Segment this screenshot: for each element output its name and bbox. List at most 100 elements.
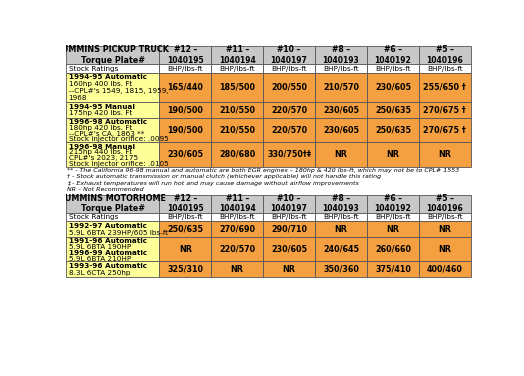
- Bar: [211, 102, 263, 117]
- Text: #8 –
1040193: #8 – 1040193: [323, 194, 359, 214]
- Text: 230/605: 230/605: [271, 245, 307, 254]
- Text: 220/570: 220/570: [219, 245, 255, 254]
- Text: BHP/lbs-ft: BHP/lbs-ft: [375, 65, 411, 71]
- Text: 1996-99 Automatic: 1996-99 Automatic: [69, 250, 147, 256]
- Text: 1996-98 Automatic: 1996-98 Automatic: [69, 119, 147, 125]
- Text: BHP/lbs-ft: BHP/lbs-ft: [427, 214, 463, 220]
- Text: CPL#'s 2023, 2175: CPL#'s 2023, 2175: [69, 155, 138, 161]
- Bar: [211, 261, 263, 277]
- Text: 260/660: 260/660: [375, 245, 411, 254]
- Bar: [66, 261, 159, 277]
- Bar: [263, 46, 315, 64]
- Text: BHP/lbs-ft: BHP/lbs-ft: [168, 214, 203, 220]
- Text: BHP/lbs-ft: BHP/lbs-ft: [271, 214, 307, 220]
- Bar: [263, 102, 315, 117]
- Text: 165/440: 165/440: [167, 83, 203, 92]
- Bar: [263, 64, 315, 73]
- Bar: [211, 194, 263, 213]
- Text: 375/410: 375/410: [375, 265, 411, 274]
- Bar: [66, 64, 159, 73]
- Bar: [315, 261, 367, 277]
- Text: Stock Ratings: Stock Ratings: [69, 65, 118, 71]
- Text: 8.3L 6CTA 250hp: 8.3L 6CTA 250hp: [69, 270, 130, 276]
- Text: 230/605: 230/605: [375, 83, 411, 92]
- Bar: [211, 213, 263, 221]
- Bar: [367, 64, 419, 73]
- Bar: [367, 237, 419, 261]
- Bar: [263, 194, 315, 213]
- Text: 160hp 400 lbs. Ft: 160hp 400 lbs. Ft: [69, 81, 132, 87]
- Text: NR: NR: [335, 224, 347, 233]
- Text: 350/360: 350/360: [323, 265, 359, 274]
- Bar: [263, 237, 315, 261]
- Bar: [367, 102, 419, 117]
- Bar: [367, 118, 419, 142]
- Text: BHP/lbs-ft: BHP/lbs-ft: [220, 214, 255, 220]
- Bar: [263, 73, 315, 102]
- Text: 250/635: 250/635: [167, 224, 203, 233]
- Text: NR: NR: [335, 150, 347, 159]
- Bar: [159, 237, 211, 261]
- Text: 220/570: 220/570: [271, 105, 307, 114]
- Bar: [367, 194, 419, 213]
- Text: 5.9L 6BTA 210HP: 5.9L 6BTA 210HP: [69, 256, 131, 262]
- Text: 200/550: 200/550: [271, 83, 307, 92]
- Bar: [263, 221, 315, 237]
- Bar: [66, 194, 159, 213]
- Text: 190/500: 190/500: [167, 105, 203, 114]
- Bar: [419, 261, 471, 277]
- Text: 280/680: 280/680: [219, 150, 255, 159]
- Bar: [263, 142, 315, 167]
- Bar: [66, 237, 159, 261]
- Bar: [419, 142, 471, 167]
- Text: 290/710: 290/710: [271, 224, 307, 233]
- Bar: [419, 194, 471, 213]
- Text: 220/570: 220/570: [271, 125, 307, 134]
- Text: NR: NR: [231, 265, 244, 274]
- Text: NR: NR: [439, 224, 451, 233]
- Bar: [66, 118, 159, 142]
- Bar: [315, 237, 367, 261]
- Text: #12 –
1040195: #12 – 1040195: [167, 45, 203, 65]
- Text: 255/650 †: 255/650 †: [423, 83, 466, 92]
- Text: CUMMINS PICKUP TRUCK
Torque Plate#: CUMMINS PICKUP TRUCK Torque Plate#: [57, 45, 169, 65]
- Text: BHP/lbs-ft: BHP/lbs-ft: [168, 65, 203, 71]
- Text: 1991-96 Automatic: 1991-96 Automatic: [69, 238, 147, 244]
- Text: 210/550: 210/550: [219, 105, 255, 114]
- Text: ‡ - Exhaust temperatures will run hot and may cause damage without airflow impro: ‡ - Exhaust temperatures will run hot an…: [67, 180, 359, 186]
- Text: 240/645: 240/645: [323, 245, 359, 254]
- Text: 1994-95 Automatic: 1994-95 Automatic: [69, 74, 147, 80]
- Bar: [315, 142, 367, 167]
- Bar: [419, 118, 471, 142]
- Bar: [159, 64, 211, 73]
- Bar: [315, 64, 367, 73]
- Text: Stock injector orifice: .0105: Stock injector orifice: .0105: [69, 161, 168, 167]
- Text: 1992-97 Automatic: 1992-97 Automatic: [69, 223, 147, 229]
- Text: #10 –
1040197: #10 – 1040197: [271, 45, 308, 65]
- Bar: [159, 213, 211, 221]
- Text: Stock Ratings: Stock Ratings: [69, 214, 118, 220]
- Text: #5 –
1040196: #5 – 1040196: [427, 194, 463, 214]
- Bar: [419, 102, 471, 117]
- Bar: [66, 46, 159, 64]
- Bar: [367, 73, 419, 102]
- Bar: [367, 213, 419, 221]
- Text: #10 –
1040197: #10 – 1040197: [271, 194, 308, 214]
- Bar: [211, 142, 263, 167]
- Bar: [159, 102, 211, 117]
- Bar: [419, 221, 471, 237]
- Bar: [159, 194, 211, 213]
- Bar: [159, 221, 211, 237]
- Bar: [66, 213, 159, 221]
- Text: BHP/lbs-ft: BHP/lbs-ft: [271, 65, 307, 71]
- Text: --CPL#'s 1549, 1815, 1959,: --CPL#'s 1549, 1815, 1959,: [69, 88, 168, 94]
- Bar: [419, 73, 471, 102]
- Text: Stock injector orifice: .0095: Stock injector orifice: .0095: [69, 136, 168, 142]
- Bar: [315, 102, 367, 117]
- Text: 190/500: 190/500: [167, 125, 203, 134]
- Bar: [367, 221, 419, 237]
- Bar: [315, 73, 367, 102]
- Bar: [159, 142, 211, 167]
- Bar: [211, 64, 263, 73]
- Bar: [159, 261, 211, 277]
